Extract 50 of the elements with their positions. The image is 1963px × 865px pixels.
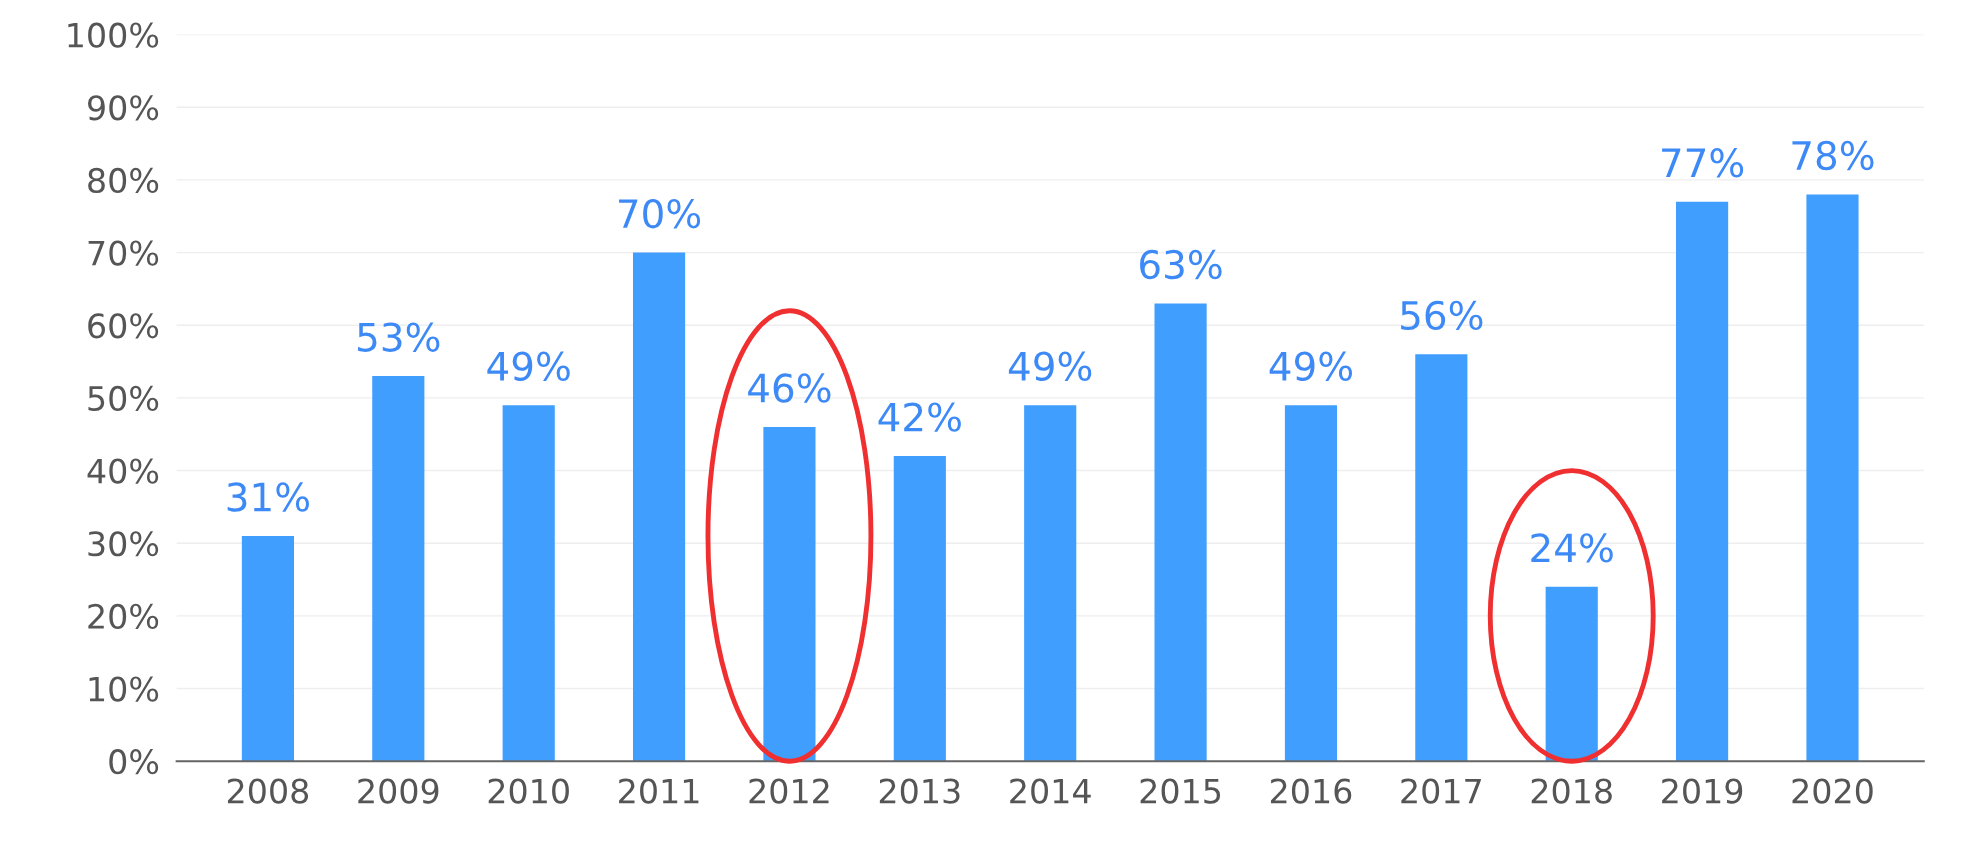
data-label: 77% (1662, 148, 1744, 178)
x-tick-label: 2014 (1010, 778, 1091, 804)
bar (893, 456, 946, 762)
bar (1415, 354, 1468, 762)
x-tick-label: 2015 (1140, 778, 1221, 804)
y-tick-label: 80% (88, 167, 159, 194)
x-tick-label: 2017 (1401, 778, 1481, 804)
y-tick-label: 20% (88, 603, 159, 630)
bar (241, 535, 295, 762)
y-tick-label: 40% (87, 458, 159, 484)
x-tick-label: 2018 (1531, 778, 1612, 804)
data-label: 70% (619, 198, 701, 229)
data-label: 63% (1140, 249, 1222, 280)
y-tick-label: 100% (68, 22, 159, 48)
y-tick-label: 60% (88, 313, 159, 339)
bar (1024, 405, 1077, 762)
data-label: 46% (748, 373, 831, 403)
data-label: 78% (1792, 140, 1874, 171)
data-label: 56% (1401, 300, 1483, 331)
x-tick-label: 2008 (227, 778, 309, 804)
bar (632, 252, 686, 762)
data-label: 31% (227, 482, 310, 512)
bar (1284, 405, 1338, 762)
y-tick-label: 90% (88, 95, 159, 121)
data-label: 24% (1531, 533, 1613, 563)
y-tick-label: 50% (88, 385, 159, 412)
data-label: 49% (487, 351, 570, 381)
y-tick-label: 30% (88, 531, 159, 557)
bar (1545, 586, 1598, 762)
x-tick-label: 2012 (749, 778, 829, 804)
data-label: 49% (1008, 351, 1092, 381)
bar (502, 405, 555, 762)
y-tick-label: 0% (109, 749, 159, 775)
bar (1806, 194, 1859, 762)
bar (1676, 201, 1729, 762)
x-tick-label: 2010 (488, 778, 569, 804)
y-tick-label: 10% (89, 676, 159, 702)
data-label: 53% (358, 322, 440, 352)
y-tick-label: 70% (88, 240, 159, 266)
bar (763, 426, 816, 762)
bar (372, 376, 425, 762)
data-label: 49% (1269, 351, 1353, 381)
x-tick-label: 2013 (879, 778, 960, 804)
x-tick-label: 2016 (1270, 778, 1352, 804)
data-label: 42% (878, 402, 961, 432)
x-tick-label: 2009 (358, 778, 439, 804)
x-tick-label: 2019 (1662, 778, 1743, 804)
x-tick-label: 2011 (619, 778, 699, 804)
bar (1154, 303, 1207, 762)
x-tick-label: 2020 (1792, 778, 1873, 804)
